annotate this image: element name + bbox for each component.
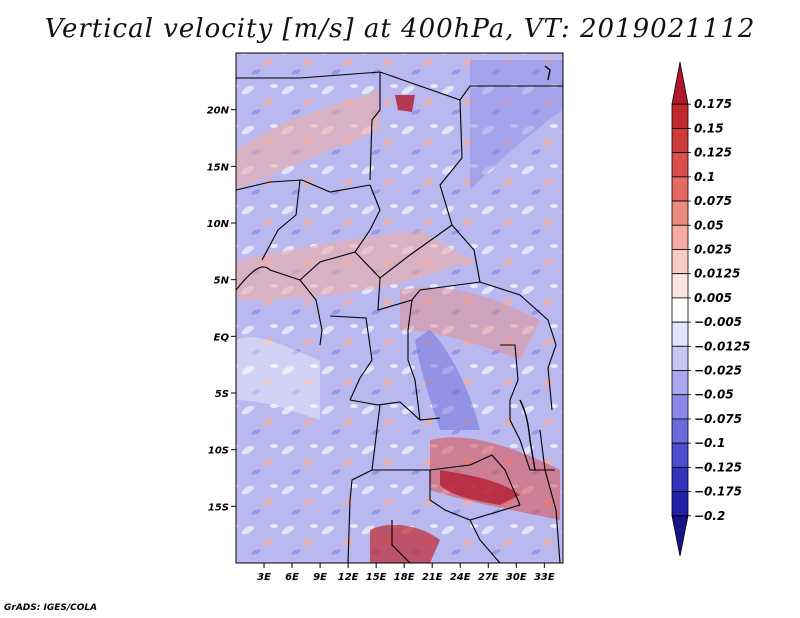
lon-tick-label: 30E xyxy=(506,572,527,583)
colorbar-swatch xyxy=(671,103,689,129)
colorbar-swatch xyxy=(671,176,689,202)
lon-tick-label: 18E xyxy=(394,572,415,583)
plot-title: Vertical velocity [m/s] at 400hPa, VT: 2… xyxy=(44,14,756,44)
colorbar-swatch xyxy=(671,394,689,420)
lon-tick-label: 12E xyxy=(338,572,359,583)
colorbar-label: 0.05 xyxy=(694,218,724,232)
latitude-axis: 20N 15N 10N 5N EQ 5S 10S 15S xyxy=(207,106,236,513)
colorbar-label: −0.05 xyxy=(694,388,734,402)
lat-tick-label: 15S xyxy=(208,502,229,513)
colorbar-label: −0.025 xyxy=(694,364,742,378)
colorbar-swatch xyxy=(671,418,689,444)
colorbar: 0.175 0.15 0.125 0.1 0.075 0.05 0.025 0.0125 0.0… xyxy=(671,61,750,557)
colorbar-swatch xyxy=(671,128,689,154)
colorbar-label: 0.075 xyxy=(694,194,732,208)
colorbar-swatch xyxy=(671,370,689,396)
colorbar-swatch xyxy=(671,491,689,517)
lat-tick-label: 10S xyxy=(208,446,229,457)
lat-tick-label: 5N xyxy=(214,276,230,287)
lon-tick-label: 6E xyxy=(285,572,299,583)
lon-tick-label: 21E xyxy=(422,572,443,583)
lon-tick-label: 15E xyxy=(366,572,387,583)
lat-tick-label: 15N xyxy=(207,162,230,173)
colorbar-swatch xyxy=(671,321,689,347)
colorbar-swatch xyxy=(671,345,689,371)
colorbar-label: −0.075 xyxy=(694,412,742,426)
map-frame xyxy=(235,52,564,564)
lat-tick-label: 10N xyxy=(207,219,230,230)
colorbar-label: 0.025 xyxy=(694,242,732,256)
colorbar-top-arrow xyxy=(671,61,689,105)
colorbar-label: 0.125 xyxy=(694,146,732,160)
lat-tick-label: 5S xyxy=(215,389,229,400)
lon-tick-label: 27E xyxy=(478,572,499,583)
velocity-field xyxy=(236,53,563,563)
colorbar-swatch xyxy=(671,224,689,250)
lat-tick-label: 20N xyxy=(207,106,230,117)
colorbar-label: −0.005 xyxy=(694,315,742,329)
colorbar-label: 0.175 xyxy=(694,97,732,111)
colorbar-swatch xyxy=(671,249,689,275)
colorbar-swatch xyxy=(671,466,689,492)
colorbar-label: 0.15 xyxy=(694,121,724,135)
colorbar-label: −0.2 xyxy=(694,509,725,523)
colorbar-label: −0.125 xyxy=(694,460,742,474)
colorbar-swatch xyxy=(671,152,689,178)
lat-tick-label: EQ xyxy=(214,332,230,343)
colorbar-swatch xyxy=(671,273,689,299)
colorbar-swatch xyxy=(671,200,689,226)
colorbar-label: −0.1 xyxy=(694,436,725,450)
colorbar-bottom-arrow xyxy=(671,515,689,557)
longitude-axis: 3E 6E 9E 12E 15E 18E 21E 24E 27E 30E 33E xyxy=(257,563,555,583)
colorbar-swatch xyxy=(671,297,689,323)
lon-tick-label: 9E xyxy=(313,572,327,583)
colorbar-label: −0.0125 xyxy=(694,339,750,353)
colorbar-swatch xyxy=(671,442,689,468)
colorbar-label: 0.0125 xyxy=(694,267,740,281)
country-borders xyxy=(235,65,563,564)
lon-tick-label: 24E xyxy=(450,572,471,583)
grads-credit: GrADS: IGES/COLA xyxy=(4,603,98,613)
lon-tick-label: 33E xyxy=(534,572,555,583)
colorbar-label: −0.175 xyxy=(694,485,742,499)
colorbar-label: 0.005 xyxy=(694,291,732,305)
colorbar-label: 0.1 xyxy=(694,170,715,184)
lon-tick-label: 3E xyxy=(257,572,271,583)
